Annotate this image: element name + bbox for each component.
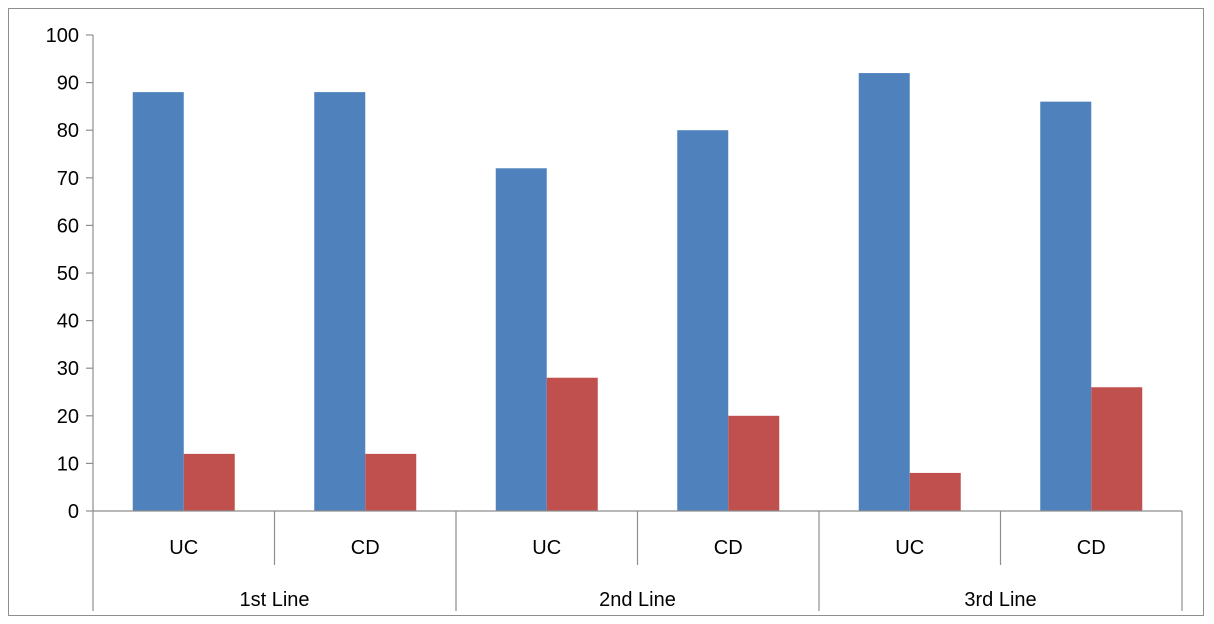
x-axis-labels: UC CD UC CD UC CD 1st Line 2nd Line 3rd Line xyxy=(169,537,1105,611)
bar-series1-5 xyxy=(858,73,910,511)
chart-frame xyxy=(8,8,1204,616)
x-category-label: UC xyxy=(532,537,561,559)
bar-series2-2 xyxy=(365,453,417,511)
y-tick-label: 20 xyxy=(57,406,79,428)
x-category-label: CD xyxy=(1077,537,1106,559)
y-tick-label: 30 xyxy=(57,358,79,380)
y-axis-ticks: 0 10 20 30 40 50 60 70 80 90 100 xyxy=(46,25,93,523)
x-category-label: UC xyxy=(895,537,924,559)
bar-series1-1 xyxy=(132,92,184,512)
bars-layer xyxy=(132,73,1143,512)
bar-series2-3 xyxy=(546,377,598,511)
y-tick-label: 90 xyxy=(57,73,79,95)
bar-series1-2 xyxy=(314,92,366,512)
y-tick-label: 10 xyxy=(57,453,79,475)
x-group-label: 3rd Line xyxy=(964,589,1036,611)
x-group-label: 2nd Line xyxy=(599,589,676,611)
y-tick-label: 100 xyxy=(46,25,79,47)
x-group-label: 1st Line xyxy=(239,589,309,611)
y-tick-label: 70 xyxy=(57,168,79,190)
axes-layer xyxy=(92,35,1183,611)
bar-series2-4 xyxy=(728,415,780,511)
bar-series1-6 xyxy=(1040,101,1092,511)
x-category-label: UC xyxy=(169,537,198,559)
bar-series2-1 xyxy=(183,453,235,511)
y-tick-label: 40 xyxy=(57,311,79,333)
y-tick-label: 0 xyxy=(68,501,79,523)
x-category-label: CD xyxy=(714,537,743,559)
bar-series1-3 xyxy=(495,168,547,511)
bar-series2-5 xyxy=(909,472,961,511)
bar-series2-6 xyxy=(1091,387,1143,511)
y-tick-label: 60 xyxy=(57,215,79,237)
bar-series1-4 xyxy=(677,130,729,511)
y-tick-label: 50 xyxy=(57,263,79,285)
y-tick-label: 80 xyxy=(57,120,79,142)
x-category-label: CD xyxy=(351,537,380,559)
